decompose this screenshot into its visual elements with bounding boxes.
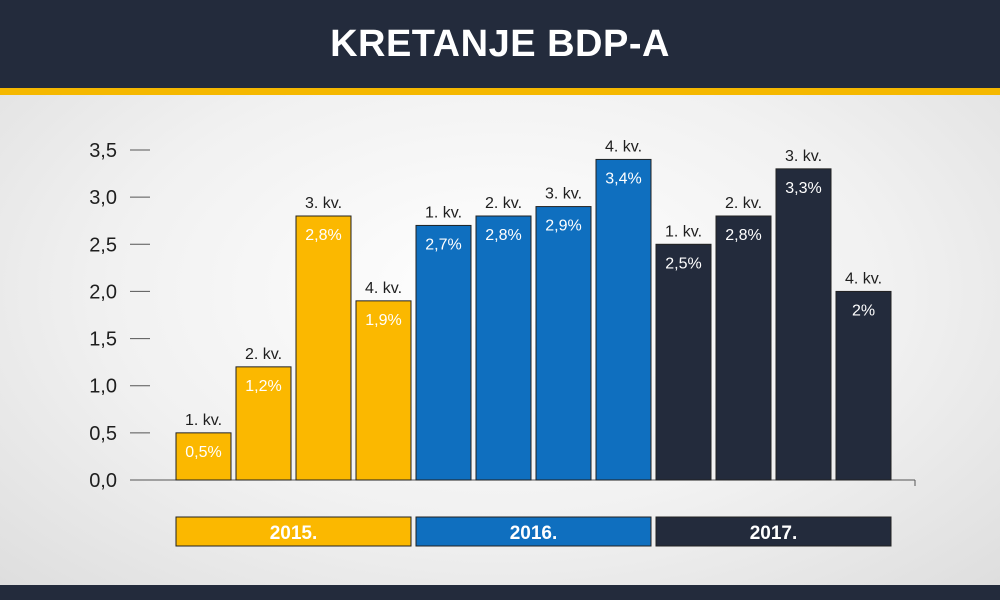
- year-legend-box: [415, 516, 652, 547]
- bar-value-label: 2,5%: [665, 255, 701, 272]
- year-legend-label: 2017.: [750, 523, 798, 544]
- bar: [775, 168, 832, 481]
- bar-quarter-label: 2. kv.: [245, 346, 282, 363]
- bar-quarter-label: 1. kv.: [185, 412, 222, 429]
- bar-quarter-label: 3. kv.: [545, 186, 582, 203]
- bar: [715, 215, 772, 481]
- bar-value-label: 0,5%: [185, 444, 221, 461]
- year-legend-label: 2016.: [510, 523, 558, 544]
- bar-value-label: 3,3%: [785, 180, 821, 197]
- bar-value-label: 1,2%: [245, 378, 281, 395]
- bar: [235, 366, 292, 481]
- year-legend-box: [655, 516, 892, 547]
- bar-quarter-label: 4. kv.: [605, 138, 642, 155]
- y-tick-label: 2,0: [89, 281, 117, 303]
- bar-value-label: 3,4%: [605, 170, 641, 187]
- bar: [355, 300, 412, 481]
- bar-value-label: 2%: [852, 302, 875, 319]
- year-legend-label: 2015.: [270, 523, 318, 544]
- bar-quarter-label: 4. kv.: [845, 270, 882, 287]
- bar: [535, 206, 592, 481]
- bar: [175, 432, 232, 481]
- bar-value-label: 2,8%: [725, 227, 761, 244]
- bar-quarter-label: 1. kv.: [425, 204, 462, 221]
- bar-quarter-label: 3. kv.: [305, 195, 342, 212]
- bar-value-label: 2,9%: [545, 218, 581, 235]
- y-tick-label: 3,5: [89, 140, 117, 162]
- y-tick-label: 3,0: [89, 187, 117, 209]
- bar-quarter-label: 3. kv.: [785, 148, 822, 165]
- bar-quarter-label: 1. kv.: [665, 223, 702, 240]
- bar: [295, 215, 352, 481]
- header-bar: KRETANJE BDP-A: [0, 0, 1000, 88]
- bars: 1. kv. 0,5% 2. kv. 1,2% 3. kv. 2,8% 4. kv. 1,9%…: [175, 138, 892, 481]
- accent-stripe: [0, 88, 1000, 95]
- bar: [475, 215, 532, 481]
- bar: [595, 158, 652, 481]
- bar-value-label: 2,8%: [305, 227, 341, 244]
- bar: [655, 243, 712, 481]
- bar: [415, 224, 472, 481]
- bar-quarter-label: 4. kv.: [365, 280, 402, 297]
- footer-bar: [0, 585, 1000, 600]
- y-tick-label: 1,5: [89, 329, 117, 351]
- page-title: KRETANJE BDP-A: [330, 22, 670, 65]
- bar-quarter-label: 2. kv.: [485, 195, 522, 212]
- bar-quarter-label: 2. kv.: [725, 195, 762, 212]
- bar: [835, 290, 892, 481]
- y-tick-label: 0,5: [89, 423, 117, 445]
- bar-value-label: 2,7%: [425, 236, 461, 253]
- y-tick-label: 2,5: [89, 234, 117, 256]
- y-tick-label: 0,0: [89, 470, 117, 492]
- y-tick-label: 1,0: [89, 376, 117, 398]
- bar-value-label: 1,9%: [365, 312, 401, 329]
- bar-value-label: 2,8%: [485, 227, 521, 244]
- year-legend-box: [175, 516, 412, 547]
- year-legend: 2015. 2016. 2017.: [175, 516, 892, 547]
